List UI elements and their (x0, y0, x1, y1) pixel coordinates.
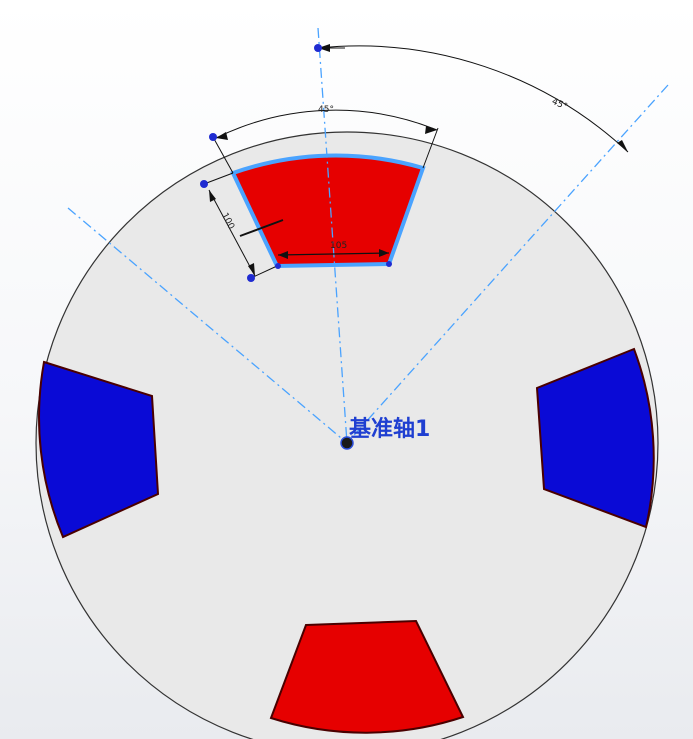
angle-dimension-top[interactable] (212, 109, 439, 174)
sketch-point-icon (314, 44, 322, 52)
sketch-point-icon (209, 133, 217, 141)
sketch-point-icon (200, 180, 208, 188)
height-dimension[interactable] (203, 172, 284, 279)
centerline-right-45 (346, 84, 669, 444)
axis-origin-icon[interactable] (340, 436, 354, 450)
sketch-point-icon (275, 263, 281, 269)
axis-label[interactable]: 基准轴1 (349, 416, 430, 442)
angle-right-text[interactable]: 45° (550, 97, 569, 113)
centerlines (67, 27, 669, 444)
red-segment-top-selected[interactable] (230, 153, 426, 269)
sketch-point-icon (247, 274, 255, 282)
width-text[interactable]: 105 (330, 241, 347, 251)
width-dimension[interactable] (277, 249, 390, 259)
blue-segment-right[interactable] (535, 347, 655, 529)
sketch-point-icon (386, 261, 392, 267)
red-segment-bottom[interactable] (269, 619, 465, 734)
centerline-vertical (317, 27, 348, 444)
angle-dimension-right[interactable] (317, 44, 629, 153)
blue-segment-left[interactable] (38, 360, 160, 539)
sketch-points[interactable] (200, 44, 392, 282)
angle-top-text[interactable]: 45° (318, 105, 334, 115)
centerline-left-45 (67, 207, 348, 444)
